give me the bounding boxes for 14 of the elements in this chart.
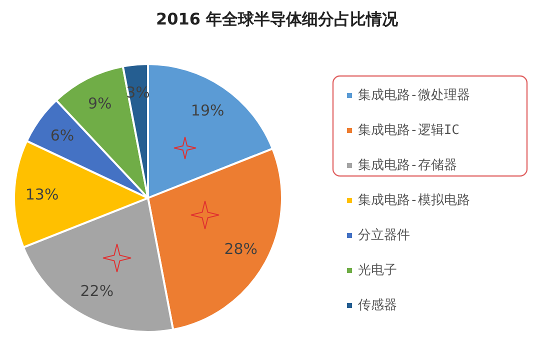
legend-label: 集成电路-逻辑IC	[358, 123, 460, 138]
data-label: 28%	[224, 240, 258, 258]
legend-label: 集成电路-存储器	[358, 158, 457, 173]
legend-label: 传感器	[358, 298, 397, 313]
legend-label: 集成电路-微处理器	[358, 88, 470, 103]
legend-label: 分立器件	[358, 227, 410, 243]
data-label: 19%	[190, 101, 224, 120]
data-label: 22%	[80, 282, 114, 300]
legend-label: 集成电路-模拟电路	[358, 193, 470, 208]
legend-label: 光电子	[358, 263, 397, 278]
data-label: 13%	[25, 186, 59, 204]
data-label: 9%	[88, 94, 112, 113]
chart-title: 2016 年全球半导体细分占比情况	[156, 10, 400, 28]
data-label: 6%	[50, 126, 74, 145]
